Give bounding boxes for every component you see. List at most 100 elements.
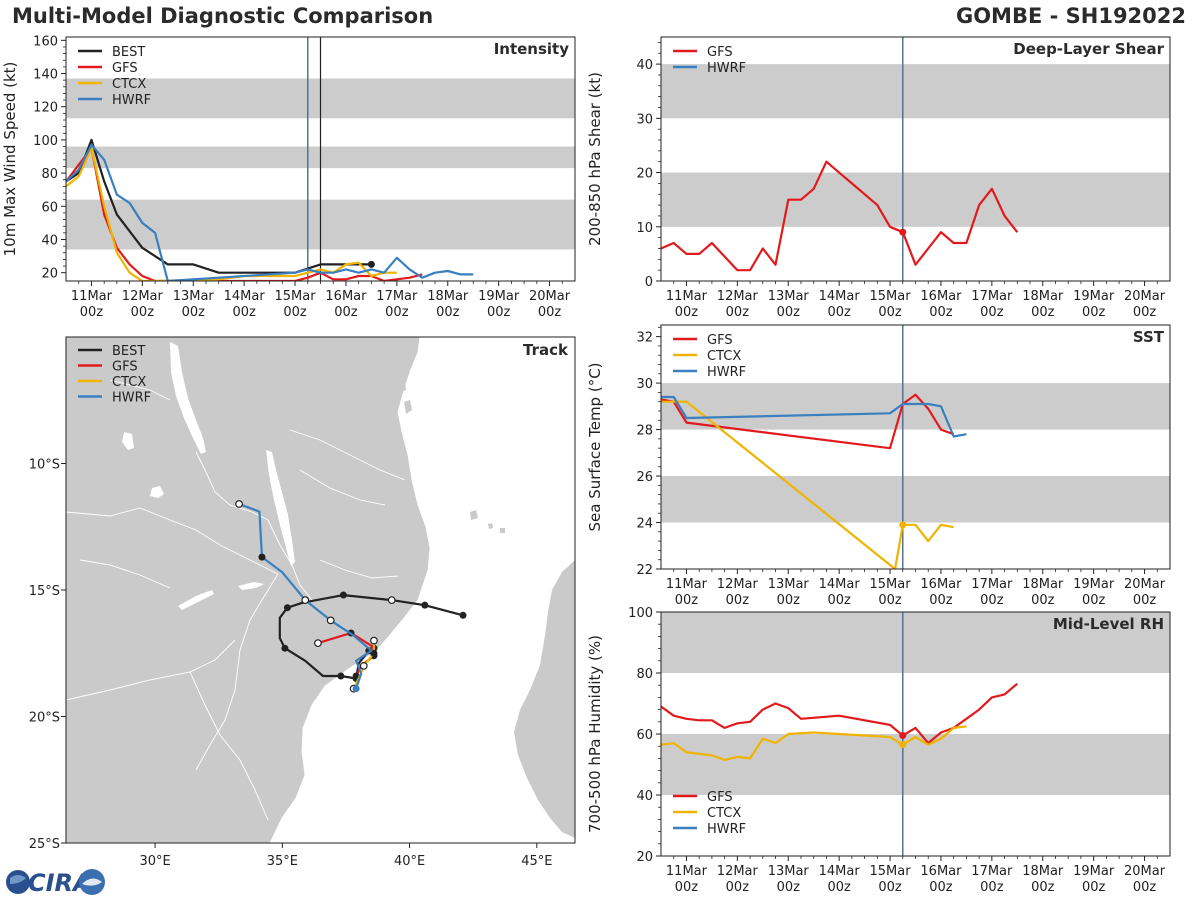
sst-xtick-date: 18Mar [1022, 577, 1064, 592]
sst-xtick-hour: 00z [777, 593, 801, 608]
intensity-legend-label: BEST [112, 45, 145, 60]
africa-land [66, 337, 431, 843]
track-ytick-label: 20°S [29, 711, 60, 726]
track-line-best [278, 593, 464, 680]
sst-series-hwrf [661, 395, 967, 438]
rh-title: Mid-Level RH [1053, 615, 1164, 633]
intensity-series-hwrf [66, 143, 474, 281]
rh-legend-label: CTCX [707, 806, 741, 821]
track-point-open-ctcx [359, 662, 368, 670]
sst-xtick-date: 13Mar [768, 577, 810, 592]
rh-xtick-hour: 00z [980, 880, 1004, 895]
intensity-best-end-marker [367, 260, 375, 268]
rh-ytick-label: 20 [636, 850, 653, 865]
intensity-xtick-date: 20Mar [529, 289, 571, 304]
sst-clip-group [661, 325, 1170, 569]
track-point-open-hwrf [326, 616, 335, 625]
shear-xtick-date: 15Mar [870, 289, 912, 304]
intensity-legend-label: GFS [112, 61, 138, 76]
shear-ytick-label: 40 [636, 58, 653, 73]
cira-logo: CIRA [6, 869, 105, 897]
rh-xtick-hour: 00z [1133, 880, 1157, 895]
intensity-ytick-label: 100 [33, 134, 58, 149]
rh-xtick-date: 19Mar [1073, 864, 1115, 879]
intensity-xtick-date: 11Mar [71, 289, 113, 304]
track-ytick-label: 10°S [29, 458, 60, 473]
sst-xtick-date: 11Mar [666, 577, 708, 592]
shear-title: Deep-Layer Shear [1013, 40, 1164, 58]
rh-ytick-label: 60 [636, 728, 653, 743]
track-point-open-best [387, 596, 396, 605]
shear-xtick-hour: 00z [1082, 305, 1106, 320]
sst-ytick-label: 22 [636, 563, 653, 578]
shear-xtick-date: 16Mar [920, 289, 962, 304]
track-legend-label: BEST [112, 344, 145, 359]
intensity-xtick-hour: 00z [436, 305, 460, 320]
shear-xtick-hour: 00z [878, 305, 902, 320]
comoros-islands [470, 510, 505, 533]
intensity-xtick-hour: 00z [80, 305, 104, 320]
shear-init-marker-gfs [899, 228, 907, 236]
rh-xtick-hour: 00z [929, 880, 953, 895]
sst-xtick-hour: 00z [1133, 593, 1157, 608]
shear-xtick-hour: 00z [980, 305, 1004, 320]
track-map-land [66, 337, 575, 843]
lake-cahora-bassa [238, 582, 264, 590]
lake-tanganyika [170, 342, 206, 454]
intensity-panel: 20 40 60 80 100 120 140 160 10m Max Wind Speed (… [1, 34, 576, 320]
storm-id: GOMBE - SH192022 [955, 4, 1186, 28]
sst-ytick-label: 32 [636, 331, 653, 346]
rh-xtick-date: 12Mar [717, 864, 759, 879]
track-series [235, 500, 467, 693]
intensity-xtick-hour: 00z [131, 305, 155, 320]
sst-ytick-label: 24 [636, 517, 653, 532]
rh-xtick-hour: 00z [675, 880, 699, 895]
rh-series-gfs [661, 682, 1019, 745]
shear-ytick-label: 20 [636, 167, 653, 182]
track-panel: 30°E 35°E 40°E 45°E 10°S 15°S 20°S 25°S BESTGFS… [29, 336, 576, 869]
sst-legend-label: GFS [707, 333, 733, 348]
shear-xtick-hour: 00z [777, 305, 801, 320]
rh-xtick-hour: 00z [878, 880, 902, 895]
intensity-ytick-label: 120 [33, 101, 58, 116]
rh-ytick-label: 40 [636, 789, 653, 804]
intensity-xtick-hour: 00z [538, 305, 562, 320]
shear-ytick-label: 30 [636, 112, 653, 127]
track-xtick-label: 35°E [267, 854, 298, 869]
track-point-best [337, 672, 345, 680]
sst-legend-label: HWRF [707, 365, 746, 380]
track-xtick-label: 45°E [521, 854, 552, 869]
track-point-open-hwrf [235, 500, 243, 508]
sst-xtick-hour: 00z [726, 593, 750, 608]
rh-ytick-label: 100 [628, 606, 653, 621]
rh-xtick-hour: 00z [1082, 880, 1106, 895]
intensity-xtick-hour: 00z [334, 305, 358, 320]
zanzibar-island [404, 400, 412, 414]
intensity-ytick-label: 160 [33, 34, 58, 49]
shear-xtick-date: 20Mar [1124, 289, 1166, 304]
sst-xtick-date: 20Mar [1124, 577, 1166, 592]
track-point-best [283, 604, 291, 612]
shear-band-1 [661, 64, 1170, 119]
sst-legend-label: CTCX [707, 349, 741, 364]
rh-band-1 [661, 612, 1170, 673]
rh-ylabel: 700-500 hPa Humidity (%) [586, 635, 604, 833]
sst-plot-area [661, 325, 1170, 569]
rh-init-marker-gfs [899, 732, 907, 740]
sst-init-marker-ctcx [899, 521, 907, 529]
shear-ytick-label: 10 [636, 221, 653, 236]
intensity-xtick-hour: 00z [283, 305, 307, 320]
track-point-best [459, 611, 467, 619]
intensity-legend-label: HWRF [112, 93, 151, 108]
intensity-xtick-date: 18Mar [427, 289, 469, 304]
shear-clip-group [661, 37, 1170, 281]
track-point-ctcx [370, 649, 378, 657]
shear-xtick-hour: 00z [726, 305, 750, 320]
sst-ylabel: Sea Surface Temp (°C) [586, 362, 604, 531]
sst-xtick-date: 14Mar [819, 577, 861, 592]
